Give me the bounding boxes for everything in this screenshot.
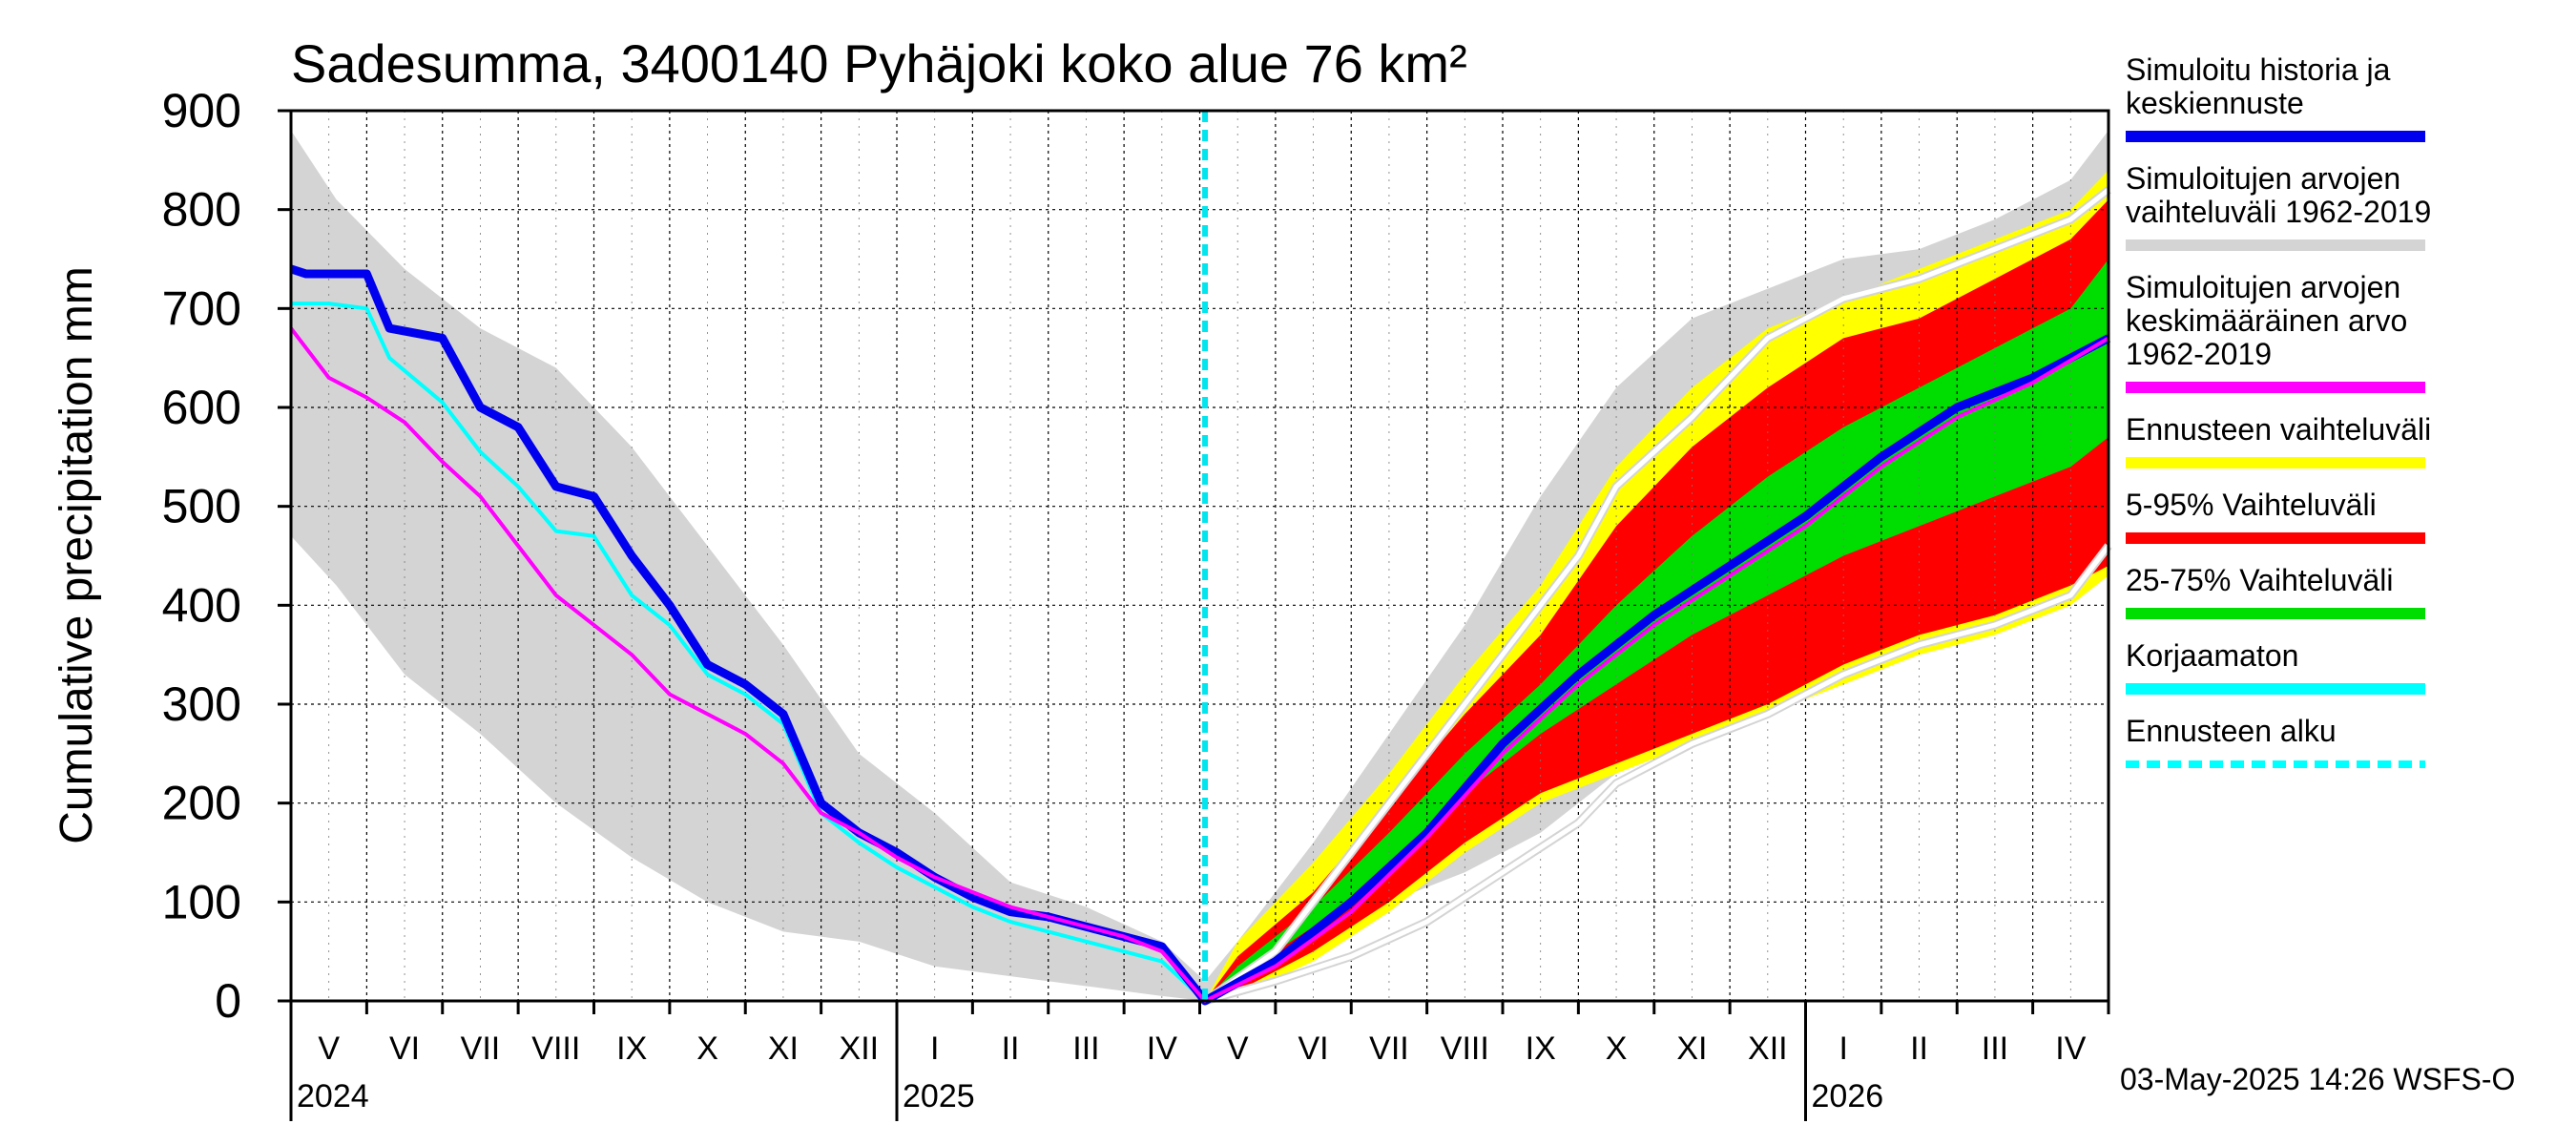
x-month-label: V <box>318 1030 340 1067</box>
y-tick-label: 400 <box>162 578 241 632</box>
y-tick-label: 300 <box>162 677 241 731</box>
x-month-label: I <box>930 1030 939 1067</box>
x-month-label: VI <box>1298 1030 1329 1067</box>
x-month-label: I <box>1839 1030 1847 1067</box>
line-gray-upper-trace <box>1203 187 2110 1004</box>
x-month-label: XI <box>1676 1030 1707 1067</box>
x-month-label: XI <box>768 1030 799 1067</box>
x-month-label: IV <box>2055 1030 2086 1067</box>
x-year-label: 2025 <box>903 1078 975 1114</box>
legend-item-ennusteen-vaihteluvali: Ennusteen vaihteluväli <box>2126 412 2431 468</box>
x-month-label: X <box>1606 1030 1628 1067</box>
chart-title: Sadesumma, 3400140 Pyhäjoki koko alue 76… <box>291 33 1467 94</box>
legend-item-korjaamaton: Korjaamaton <box>2126 638 2425 695</box>
line-gray-lower-trace <box>1204 544 2110 1004</box>
x-month-label: X <box>696 1030 718 1067</box>
legend-label: Simuloitujen arvojen <box>2126 270 2400 304</box>
x-month-label: II <box>1910 1030 1928 1067</box>
legend-label: keskimääräinen arvo <box>2126 303 2407 338</box>
legend-label: Simuloitujen arvojen <box>2126 161 2400 196</box>
x-month-label: VI <box>389 1030 420 1067</box>
x-month-label: V <box>1227 1030 1249 1067</box>
legend-label: 1962-2019 <box>2126 337 2272 371</box>
x-month-label: IX <box>1526 1030 1556 1067</box>
y-tick-label: 500 <box>162 480 241 533</box>
y-tick-label: 100 <box>162 875 241 928</box>
bands-layer <box>291 130 2109 1002</box>
legend-label: 5-95% Vaihteluväli <box>2126 488 2377 522</box>
legend: Simuloitu historia jakeskiennusteSimuloi… <box>2126 52 2431 768</box>
y-tick-label: 200 <box>162 777 241 830</box>
x-month-label: VII <box>461 1030 501 1067</box>
x-month-label: XII <box>840 1030 880 1067</box>
legend-label: Simuloitu historia ja <box>2126 52 2391 87</box>
line-korjaamaton <box>291 302 1207 1003</box>
y-axis: 0 100 200 300 400 500 600 700 800 900 <box>162 84 291 1028</box>
legend-item-25-75-vaihteluvali: 25-75% Vaihteluväli <box>2126 563 2425 619</box>
y-tick-label: 700 <box>162 281 241 335</box>
x-month-label: III <box>1982 1030 2008 1067</box>
y-tick-label: 600 <box>162 381 241 434</box>
x-month-label: VIII <box>531 1030 580 1067</box>
legend-label: Ennusteen vaihteluväli <box>2126 412 2431 447</box>
x-month-label: XII <box>1748 1030 1788 1067</box>
x-month-label: IV <box>1147 1030 1177 1067</box>
x-month-label: IX <box>616 1030 647 1067</box>
y-tick-label: 800 <box>162 183 241 237</box>
x-month-label: VIII <box>1441 1030 1489 1067</box>
line-simuloitu-historia-ja-keskiennuste <box>289 264 2111 1006</box>
band-25-75-vaihteluvali <box>1205 259 2109 1001</box>
x-year-label: 2026 <box>1812 1078 1884 1114</box>
x-month-label: VII <box>1369 1030 1409 1067</box>
legend-label: keskiennuste <box>2126 86 2304 120</box>
legend-item-ennusteen-alku: Ennusteen alku <box>2126 714 2425 768</box>
legend-label: Ennusteen alku <box>2126 714 2337 748</box>
line-simuloitujen-arvojen-keskimaarainen-arvo-1962-2019 <box>289 326 2110 1003</box>
x-axis: V VI VII VIII IX X XI XII I II III IV V VI VII VIII IX X X… <box>289 1001 2110 1121</box>
legend-label: 25-75% Vaihteluväli <box>2126 563 2393 597</box>
x-month-label: II <box>1002 1030 1020 1067</box>
band-simuloitujen-arvojen-vaihteluvali-1962-2019 <box>291 130 2109 1001</box>
y-axis-label: Cumulative precipitation mm <box>52 266 102 844</box>
y-tick-label: 0 <box>215 974 241 1028</box>
x-month-label: III <box>1072 1030 1099 1067</box>
legend-item-5-95-vaihteluvali: 5-95% Vaihteluväli <box>2126 488 2425 544</box>
y-tick-label: 900 <box>162 84 241 137</box>
lines-layer <box>289 186 2112 1006</box>
legend-label: Korjaamaton <box>2126 638 2298 673</box>
timestamp-footer: 03-May-2025 14:26 WSFS-O <box>2120 1062 2515 1096</box>
x-year-label: 2024 <box>297 1078 369 1114</box>
legend-label: vaihteluväli 1962-2019 <box>2126 195 2431 229</box>
